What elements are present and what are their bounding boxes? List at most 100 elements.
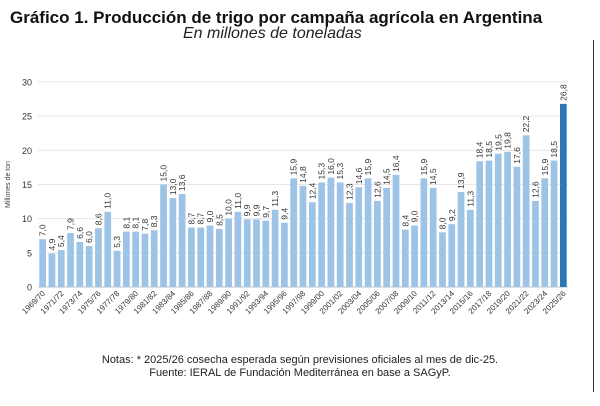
bar [439,232,446,287]
bar [243,219,251,287]
bar [104,211,112,287]
bar [411,225,418,287]
data-label: 15,9 [419,159,429,176]
bar [178,194,186,287]
bar [281,222,288,287]
bar [327,177,335,287]
bar [188,227,195,287]
data-label: 8,1 [121,217,131,229]
data-label: 17,6 [512,147,522,164]
bar [57,250,65,287]
bar [299,185,307,287]
data-label: 8,1 [131,217,141,229]
y-tick-label: 25 [22,112,32,122]
bar [262,220,270,287]
data-label: 19,8 [503,132,513,149]
bar [290,178,298,287]
data-label: 9,9 [242,204,252,216]
data-label: 5,4 [56,235,66,247]
frame-border [593,40,594,392]
data-label: 18,5 [484,141,494,158]
bar [383,187,391,287]
y-tick-label: 20 [22,146,32,156]
bar [346,202,353,287]
bar [485,160,493,287]
bar [532,200,539,287]
data-label: 26,8 [558,84,568,101]
bar [448,224,456,287]
data-label: 13,0 [168,178,178,195]
note-line: Notas: * 2025/26 cosecha esperada según … [101,354,499,366]
data-label: 15,9 [289,159,299,176]
bar [318,182,325,287]
data-label: 12,6 [530,181,540,198]
y-tick-label: 5 [27,248,32,258]
data-label: 18,5 [549,141,559,158]
y-tick-label: 15 [22,180,32,190]
data-label: 5,3 [112,236,122,248]
bar [401,229,409,287]
source-line: Fuente: IERAL de Fundación Mediterránea … [149,367,451,379]
data-label: 7,9 [66,218,76,230]
y-tick-label: 30 [22,78,32,88]
data-label: 11,0 [233,193,243,209]
data-label: 11,3 [465,191,475,207]
bar [336,182,344,287]
bar [169,198,177,287]
data-label: 6,6 [75,227,85,239]
bar [206,225,214,287]
y-axis-label: Millones de ton [5,161,12,208]
bar [234,211,242,287]
bar [374,200,381,287]
bar [141,233,149,287]
data-label: 11,0 [103,193,113,209]
data-label: 9,2 [447,209,457,221]
data-label: 19,5 [493,134,503,151]
bar [550,160,558,287]
data-label: 8,6 [93,213,103,225]
data-label: 9,0 [205,210,215,222]
bar [494,153,502,287]
data-label: 8,3 [149,215,159,227]
data-label: 8,4 [400,215,410,227]
data-label: 12,3 [344,183,354,200]
data-label: 7,0 [38,224,48,236]
data-label: 14,5 [382,168,392,185]
bar [271,209,279,287]
data-label: 18,4 [475,141,485,158]
bar [420,178,428,287]
bar [504,151,511,287]
bar [76,241,84,287]
bar [522,135,530,287]
data-label: 15,9 [363,159,373,176]
bar [308,202,316,287]
data-label: 16,0 [326,158,336,175]
y-tick-label: 0 [27,283,32,293]
bar [513,166,521,287]
data-label: 8,5 [214,214,224,226]
data-label: 22,2 [521,115,531,132]
data-label: 13,9 [456,172,466,189]
bar [225,218,232,287]
notes: Notas: * 2025/26 cosecha esperada según … [0,354,600,380]
bar [253,219,260,287]
bar [392,174,400,287]
data-label: 9,4 [279,208,289,220]
bar [67,233,74,287]
bar [355,187,363,287]
data-label: 4,9 [47,238,57,250]
bar [150,230,158,287]
bar [132,231,139,287]
bar [95,228,102,287]
y-tick-label: 10 [22,214,32,224]
data-label: 10,0 [224,199,234,216]
data-label: 15,9 [540,159,550,176]
data-label: 14,6 [354,167,364,184]
data-label: 8,7 [196,212,206,224]
bar [215,228,223,287]
data-label: 15,3 [317,163,327,180]
bar [364,178,372,287]
bar [541,178,549,287]
data-label: 7,8 [140,219,150,231]
